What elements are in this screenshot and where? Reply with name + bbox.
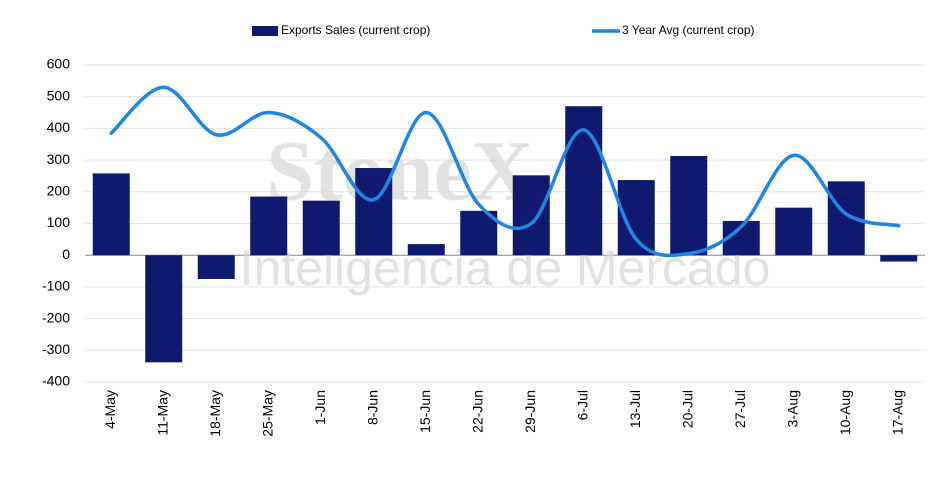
legend-swatch (252, 26, 278, 36)
y-tick-label: 100 (47, 214, 71, 230)
bar (512, 175, 550, 256)
x-tick-label: 20-Jul (679, 390, 695, 428)
x-tick-label: 17-Aug (889, 390, 905, 435)
plot (92, 85, 918, 363)
x-tick-label: 10-Aug (837, 390, 853, 435)
x-tick-label: 18-May (207, 390, 223, 437)
x-tick-label: 22-Jun (469, 390, 485, 433)
legend-label: 3 Year Avg (current crop) (622, 23, 755, 37)
x-tick-label: 13-Jul (627, 390, 643, 428)
x-tick-label: 29-Jun (522, 390, 538, 433)
bar (407, 244, 445, 256)
y-tick-label: 400 (47, 119, 71, 135)
x-tick-label: 15-Jun (417, 390, 433, 433)
bar (670, 155, 708, 256)
y-tick-label: -400 (42, 373, 70, 389)
x-tick-label: 1-Jun (312, 390, 328, 425)
y-tick-label: 300 (47, 151, 71, 167)
bar (880, 255, 918, 262)
x-tick-label: 25-May (259, 390, 275, 437)
bar (197, 255, 235, 279)
y-tick-label: 600 (47, 56, 71, 72)
x-tick-label: 4-May (102, 390, 118, 429)
x-tick-label: 11-May (154, 390, 170, 436)
y-tick-label: -200 (42, 309, 70, 325)
bar (250, 196, 288, 256)
bar (145, 255, 183, 363)
y-tick-label: 0 (62, 246, 70, 262)
bar (302, 200, 340, 256)
bar (775, 207, 813, 256)
x-tick-label: 3-Aug (784, 390, 800, 427)
line (109, 85, 901, 258)
y-tick-label: 500 (47, 87, 71, 103)
legend: Exports Sales (current crop) 3 Year Avg (… (252, 23, 755, 37)
x-tick-label: 8-Jun (364, 390, 380, 425)
bar (92, 173, 130, 256)
x-tick-label: 6-Jul (574, 390, 590, 420)
y-tick-label: -300 (42, 341, 70, 357)
y-tick-label: 200 (47, 183, 71, 199)
y-tick-label: -100 (42, 278, 70, 294)
x-tick-label: 27-Jul (732, 390, 748, 428)
legend-label: Exports Sales (current crop) (281, 23, 430, 37)
